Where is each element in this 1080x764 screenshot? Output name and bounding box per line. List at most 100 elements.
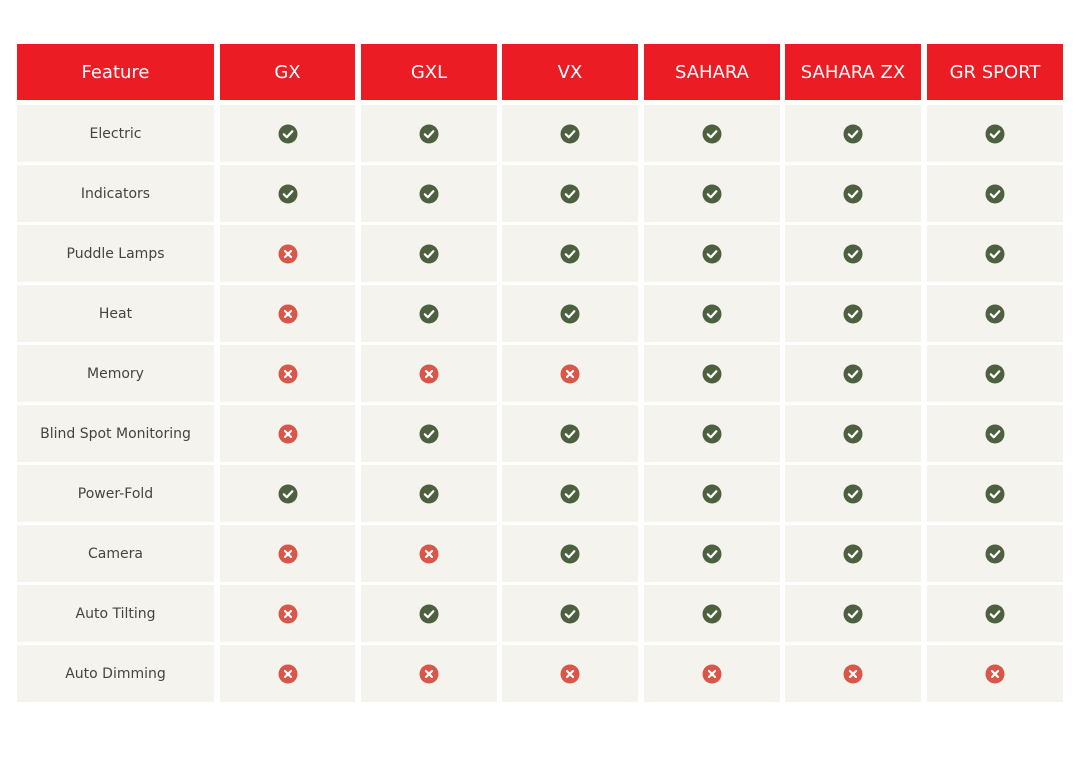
availability-cell	[361, 525, 497, 582]
check-icon	[843, 364, 863, 383]
availability-cell	[644, 105, 780, 162]
availability-cell	[361, 585, 497, 642]
check-icon	[843, 184, 863, 203]
availability-cell	[927, 585, 1063, 642]
feature-cell: Electric	[17, 105, 214, 162]
check-icon	[843, 484, 863, 503]
availability-cell	[220, 405, 355, 462]
availability-cell	[502, 165, 638, 222]
cross-icon	[278, 664, 297, 683]
check-icon	[843, 604, 863, 623]
availability-cell	[927, 225, 1063, 282]
check-icon	[985, 184, 1005, 203]
check-icon	[985, 124, 1005, 143]
availability-cell	[927, 525, 1063, 582]
availability-cell	[361, 345, 497, 402]
check-icon	[419, 184, 439, 203]
feature-cell: Camera	[17, 525, 214, 582]
availability-cell	[785, 405, 921, 462]
availability-cell	[220, 165, 355, 222]
header-cell: SAHARA	[644, 44, 780, 100]
header-cell: GR SPORT	[927, 44, 1063, 100]
check-icon	[702, 184, 722, 203]
availability-cell	[220, 225, 355, 282]
availability-cell	[785, 465, 921, 522]
availability-cell	[502, 465, 638, 522]
check-icon	[419, 424, 439, 443]
availability-cell	[361, 165, 497, 222]
availability-cell	[361, 465, 497, 522]
check-icon	[843, 304, 863, 323]
check-icon	[419, 304, 439, 323]
availability-cell	[220, 645, 355, 702]
check-icon	[843, 424, 863, 443]
check-icon	[560, 184, 580, 203]
cross-icon	[278, 304, 297, 323]
availability-cell	[361, 405, 497, 462]
availability-cell	[361, 285, 497, 342]
availability-cell	[644, 525, 780, 582]
check-icon	[985, 484, 1005, 503]
check-icon	[702, 604, 722, 623]
availability-cell	[785, 645, 921, 702]
availability-cell	[785, 345, 921, 402]
availability-cell	[220, 525, 355, 582]
feature-cell: Memory	[17, 345, 214, 402]
availability-cell	[927, 345, 1063, 402]
availability-cell	[927, 645, 1063, 702]
availability-cell	[785, 165, 921, 222]
cross-icon	[278, 544, 297, 563]
feature-cell: Auto Tilting	[17, 585, 214, 642]
check-icon	[702, 124, 722, 143]
availability-cell	[644, 345, 780, 402]
cross-icon	[985, 664, 1005, 683]
cross-icon	[278, 424, 297, 443]
availability-cell	[361, 105, 497, 162]
cross-icon	[419, 544, 439, 563]
check-icon	[278, 124, 297, 143]
availability-cell	[220, 465, 355, 522]
check-icon	[560, 424, 580, 443]
availability-cell	[361, 225, 497, 282]
header-cell: GX	[220, 44, 355, 100]
header-cell: SAHARA ZX	[785, 44, 921, 100]
availability-cell	[785, 225, 921, 282]
availability-cell	[644, 165, 780, 222]
availability-cell	[361, 645, 497, 702]
feature-cell: Indicators	[17, 165, 214, 222]
check-icon	[985, 424, 1005, 443]
cross-icon	[278, 244, 297, 263]
availability-cell	[644, 645, 780, 702]
feature-cell: Auto Dimming	[17, 645, 214, 702]
availability-cell	[502, 105, 638, 162]
cross-icon	[702, 664, 722, 683]
availability-cell	[502, 405, 638, 462]
availability-cell	[502, 345, 638, 402]
availability-cell	[785, 585, 921, 642]
availability-cell	[927, 405, 1063, 462]
check-icon	[843, 124, 863, 143]
cross-icon	[419, 364, 439, 383]
header-cell: VX	[502, 44, 638, 100]
check-icon	[985, 304, 1005, 323]
header-cell: GXL	[361, 44, 497, 100]
cross-icon	[843, 664, 863, 683]
check-icon	[419, 244, 439, 263]
cross-icon	[560, 364, 580, 383]
cross-icon	[278, 604, 297, 623]
availability-cell	[502, 645, 638, 702]
check-icon	[985, 604, 1005, 623]
check-icon	[702, 424, 722, 443]
check-icon	[560, 244, 580, 263]
availability-cell	[785, 285, 921, 342]
availability-cell	[927, 165, 1063, 222]
check-icon	[560, 124, 580, 143]
check-icon	[278, 484, 297, 503]
availability-cell	[644, 405, 780, 462]
availability-cell	[644, 225, 780, 282]
availability-cell	[644, 285, 780, 342]
availability-cell	[785, 105, 921, 162]
availability-cell	[927, 285, 1063, 342]
check-icon	[985, 244, 1005, 263]
